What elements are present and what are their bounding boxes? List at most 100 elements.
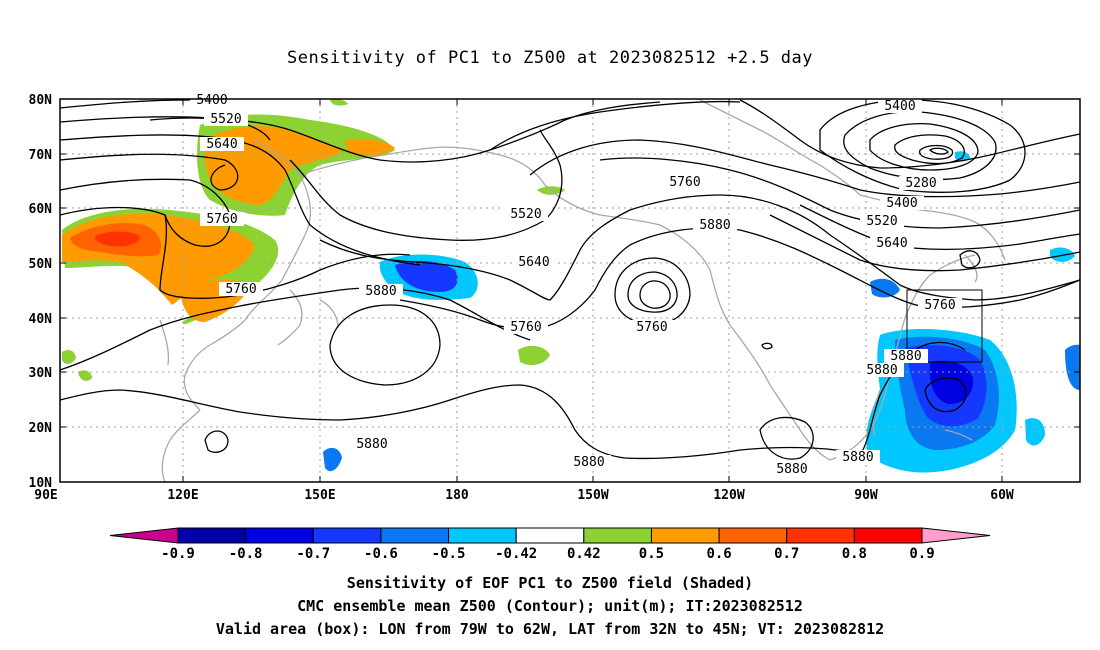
shade-negative-small1 <box>323 447 342 472</box>
lon-label: 120E <box>167 488 198 503</box>
shade-negative-small2 <box>870 278 900 298</box>
axis-ticks <box>60 98 1080 483</box>
contour-label: 5520 <box>504 207 548 222</box>
contour-label: 5400 <box>880 196 924 211</box>
colorbar-triangle-low <box>109 527 179 544</box>
colorbar-box <box>448 527 517 544</box>
colorbar-label: 0.7 <box>774 546 799 562</box>
svg-text:5400: 5400 <box>884 99 915 114</box>
svg-text:5880: 5880 <box>573 455 604 470</box>
svg-text:5880: 5880 <box>776 462 807 477</box>
latitude-labels: 80N 70N 60N 50N 40N 30N 20N 10N <box>29 93 53 491</box>
shade-negative-small4 <box>1065 344 1080 390</box>
colorbar-label: 0.8 <box>842 546 867 562</box>
shade-green-small1 <box>330 99 348 106</box>
contour-label: 5280 <box>899 176 943 191</box>
lon-label: 60W <box>990 488 1014 503</box>
svg-text:5400: 5400 <box>196 93 227 108</box>
map-frame <box>59 98 1081 483</box>
graticule <box>60 99 1080 482</box>
shade-negative-small5 <box>1025 418 1045 446</box>
colorbar-box <box>380 527 450 544</box>
svg-text:5520: 5520 <box>510 207 541 222</box>
colorbar-triangle-high <box>921 527 991 544</box>
caption-valid-area: Valid area (box): LON from 79W to 62W, L… <box>215 620 885 638</box>
contour-label: 5400 <box>190 93 234 108</box>
contour-label: 5520 <box>860 214 904 229</box>
coastlines <box>159 99 1006 483</box>
lat-label: 30N <box>29 366 53 381</box>
map-panel: 5400 5520 5640 5760 5760 5880 5400 5280 … <box>29 93 1081 503</box>
svg-text:5640: 5640 <box>518 255 549 270</box>
svg-text:5640: 5640 <box>876 236 907 251</box>
longitude-labels: 90E 120E 150E 180 150W 120W 90W 60W <box>34 488 1014 503</box>
contour-label: 5760 <box>663 175 707 190</box>
lat-label: 60N <box>29 202 53 217</box>
contour-label: 5880 <box>770 462 814 477</box>
colorbar-label: -0.5 <box>432 546 466 562</box>
colorbar-box <box>583 527 652 544</box>
lon-label: 180 <box>445 488 469 503</box>
svg-text:5280: 5280 <box>905 176 936 191</box>
shade-negative-atlantic-core <box>929 360 974 405</box>
svg-text:5880: 5880 <box>365 284 396 299</box>
colorbar-box <box>650 527 720 544</box>
lat-label: 50N <box>29 257 53 272</box>
contour-label: 5640 <box>512 255 556 270</box>
contour-label: 5640 <box>870 236 914 251</box>
map-title: Sensitivity of PC1 to Z500 at 2023082512… <box>286 48 813 68</box>
contour-label: 5880 <box>860 363 904 378</box>
lon-label: 150E <box>304 488 335 503</box>
shade-orange-north2 <box>345 138 395 156</box>
contour-label: 5760 <box>504 320 548 335</box>
svg-text:5760: 5760 <box>225 282 256 297</box>
colorbar-label: -0.9 <box>161 546 195 562</box>
shade-green-small3 <box>518 345 550 366</box>
svg-text:5760: 5760 <box>669 175 700 190</box>
shade-green-small5 <box>78 370 92 381</box>
contour-label: 5760 <box>630 320 674 335</box>
colorbar: -0.9 -0.8 -0.7 -0.6 -0.5 -0.42 0.42 0.5 0.6 0.7 0.… <box>109 527 991 562</box>
svg-text:5400: 5400 <box>886 196 917 211</box>
colorbar-box <box>718 527 788 544</box>
colorbar-label: -0.8 <box>229 546 263 562</box>
svg-text:5880: 5880 <box>356 437 387 452</box>
colorbar-box <box>786 527 855 544</box>
colorbar-label: -0.42 <box>495 546 537 562</box>
colorbar-label: 0.42 <box>567 546 601 562</box>
lat-label: 10N <box>29 476 53 491</box>
contour-labels: 5400 5520 5640 5760 5760 5880 5400 5280 … <box>190 93 962 477</box>
contour-label: 5880 <box>359 284 403 299</box>
svg-text:5760: 5760 <box>924 298 955 313</box>
contour-label: 5640 <box>200 137 244 152</box>
svg-text:5880: 5880 <box>866 363 897 378</box>
lon-label: 90E <box>34 488 57 503</box>
svg-text:5760: 5760 <box>510 320 541 335</box>
caption-contour: CMC ensemble mean Z500 (Contour); unit(m… <box>297 597 803 615</box>
contour-label: 5760 <box>219 282 263 297</box>
lat-label: 80N <box>29 93 53 108</box>
colorbar-label: 0.6 <box>706 546 731 562</box>
caption-shaded: Sensitivity of EOF PC1 to Z500 field (Sh… <box>346 574 754 592</box>
lat-label: 20N <box>29 421 53 436</box>
colorbar-label: -0.7 <box>296 546 330 562</box>
svg-text:5880: 5880 <box>842 450 873 465</box>
colorbar-label: -0.6 <box>364 546 398 562</box>
svg-text:5520: 5520 <box>866 214 897 229</box>
svg-text:5640: 5640 <box>206 137 237 152</box>
colorbar-box <box>853 527 923 544</box>
colorbar-box <box>245 527 314 544</box>
shade-green-small4 <box>62 350 76 364</box>
colorbar-label: 0.9 <box>909 546 934 562</box>
shade-negative-pacific-inner <box>395 260 458 292</box>
contour-label: 5880 <box>836 450 880 465</box>
contour-label: 5520 <box>204 112 248 127</box>
lon-label: 120W <box>713 488 744 503</box>
svg-text:5880: 5880 <box>890 349 921 364</box>
colorbar-box <box>515 527 585 544</box>
colorbar-label: 0.5 <box>639 546 664 562</box>
contour-label: 5760 <box>200 212 244 227</box>
contour-label: 5880 <box>567 455 611 470</box>
contour-label: 5760 <box>918 298 962 313</box>
